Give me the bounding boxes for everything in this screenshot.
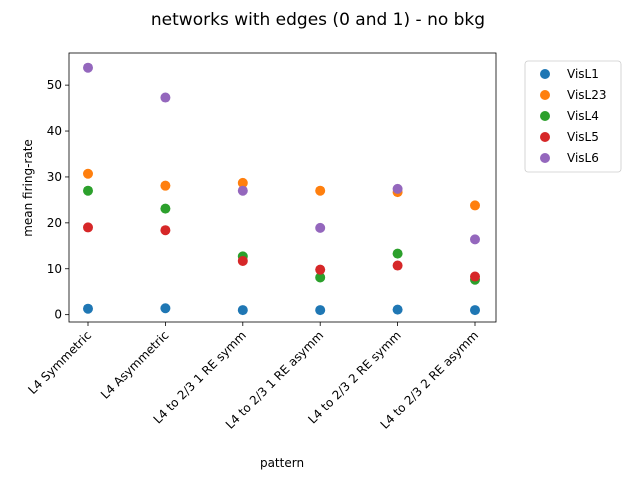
x-axis-label: pattern (260, 456, 304, 470)
point-visl1-3 (315, 305, 326, 316)
point-visl1-2 (237, 305, 248, 316)
y-tick-label-10: 10 (47, 262, 62, 276)
y-axis: 0 10 20 30 40 50 (47, 78, 69, 322)
point-visl23-3 (315, 185, 326, 196)
y-tick-label-0: 0 (54, 308, 62, 322)
legend-label-visl1: VisL1 (567, 67, 599, 81)
point-visl1-0 (83, 303, 93, 314)
point-visl5-4 (392, 260, 403, 271)
legend-marker-visl23 (540, 90, 550, 100)
data-points (83, 62, 480, 316)
legend-label-visl6: VisL6 (567, 151, 599, 165)
point-visl5-5 (470, 271, 480, 282)
point-visl5-1 (160, 225, 171, 236)
legend-label-visl23: VisL23 (567, 88, 607, 102)
legend-marker-visl1 (540, 69, 550, 79)
point-visl6-0 (83, 62, 93, 73)
legend-label-visl4: VisL4 (567, 109, 599, 123)
point-visl1-4 (392, 304, 403, 315)
x-tick-label-0: L4 Symmetric (25, 328, 94, 397)
legend-marker-visl5 (540, 132, 550, 142)
point-visl4-4 (392, 248, 403, 259)
plot-frame (68, 52, 497, 323)
legend-marker-visl6 (540, 153, 550, 163)
point-visl1-1 (160, 303, 171, 314)
legend-marker-visl4 (540, 111, 550, 121)
point-visl23-2 (237, 177, 248, 188)
point-visl6-4 (392, 183, 403, 194)
point-visl4-3 (315, 272, 326, 283)
y-tick-label-40: 40 (47, 124, 62, 138)
legend-label-visl5: VisL5 (567, 130, 599, 144)
y-tick-label-50: 50 (47, 78, 62, 92)
point-visl4-1 (160, 203, 171, 214)
y-axis-label: mean firing-rate (21, 139, 35, 237)
point-visl6-1 (160, 92, 171, 103)
y-tick-label-20: 20 (47, 216, 62, 230)
point-visl5-0 (83, 222, 93, 233)
legend: VisL1 VisL23 VisL4 VisL5 VisL6 (524, 60, 622, 173)
point-visl5-2 (237, 255, 248, 266)
point-visl6-3 (315, 222, 326, 233)
point-visl23-1 (160, 180, 171, 191)
legend-frame (524, 60, 622, 173)
point-visl4-0 (83, 185, 93, 196)
point-visl6-5 (470, 234, 480, 245)
y-tick-label-30: 30 (47, 170, 62, 184)
point-visl23-5 (470, 200, 480, 211)
point-visl23-0 (83, 168, 93, 179)
point-visl1-5 (470, 305, 480, 316)
point-visl6-2 (237, 185, 248, 196)
x-tick-label-1: L4 Asymmetric (98, 328, 172, 402)
chart-title: networks with edges (0 and 1) - no bkg (151, 10, 485, 30)
point-visl5-3 (315, 264, 326, 275)
